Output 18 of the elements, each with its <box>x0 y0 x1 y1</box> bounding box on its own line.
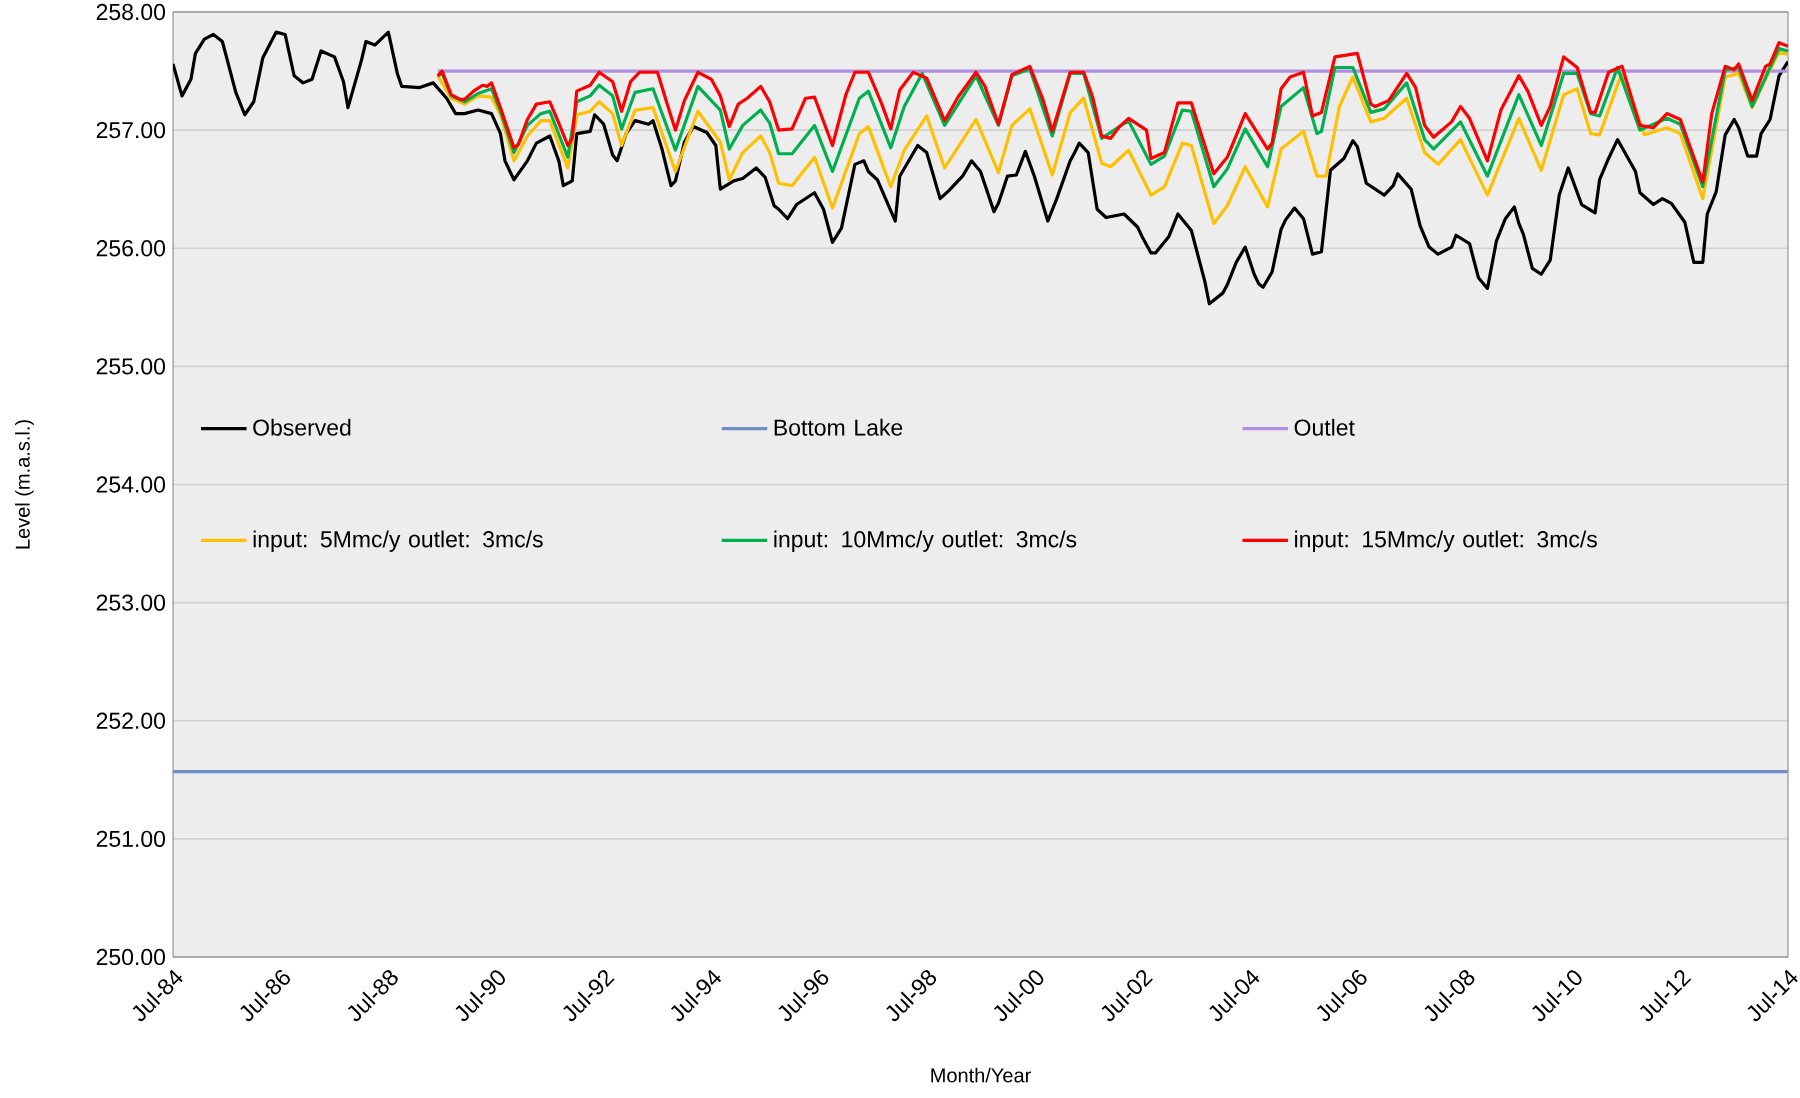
line-series <box>436 50 1789 226</box>
y-tick-label: 256.00 <box>96 240 166 257</box>
x-axis-title: Month/Year <box>931 1067 1031 1083</box>
y-tick-label: 257.00 <box>96 121 166 139</box>
y-tick-label: 250.00 <box>96 948 166 966</box>
y-tick-label: 254.00 <box>96 476 166 493</box>
y-tick-label: 253.00 <box>96 594 166 611</box>
y-tick-label: 252.00 <box>96 712 166 729</box>
legend-label: Observed <box>253 418 351 436</box>
legend-label: input: 15Mmc/y outlet: 3mc/s <box>1295 530 1597 552</box>
legend-label: input: 5Mmc/y outlet: 3mc/s <box>253 530 543 552</box>
legend-label: input: 10Mmc/y outlet: 3mc/s <box>774 530 1077 552</box>
y-tick-label: 251.00 <box>96 830 166 847</box>
legend-label: Bottom Lake <box>774 418 903 436</box>
y-tick-label: 258.00 <box>96 3 166 21</box>
y-axis-title: Level (m.a.s.l.) <box>15 420 34 549</box>
y-tick-label: 255.00 <box>96 358 166 375</box>
legend-label: Outlet <box>1294 418 1355 436</box>
